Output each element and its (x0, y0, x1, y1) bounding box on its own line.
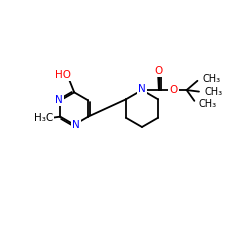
Text: HO: HO (56, 70, 72, 80)
Text: H₃C: H₃C (34, 113, 53, 123)
Text: CH₃: CH₃ (204, 86, 223, 97)
Text: N: N (138, 84, 146, 94)
Text: N: N (72, 120, 80, 130)
Text: CH₃: CH₃ (202, 74, 220, 84)
Text: CH₃: CH₃ (199, 99, 217, 109)
Text: N: N (55, 96, 62, 106)
Text: O: O (155, 66, 163, 76)
Text: O: O (170, 85, 178, 95)
